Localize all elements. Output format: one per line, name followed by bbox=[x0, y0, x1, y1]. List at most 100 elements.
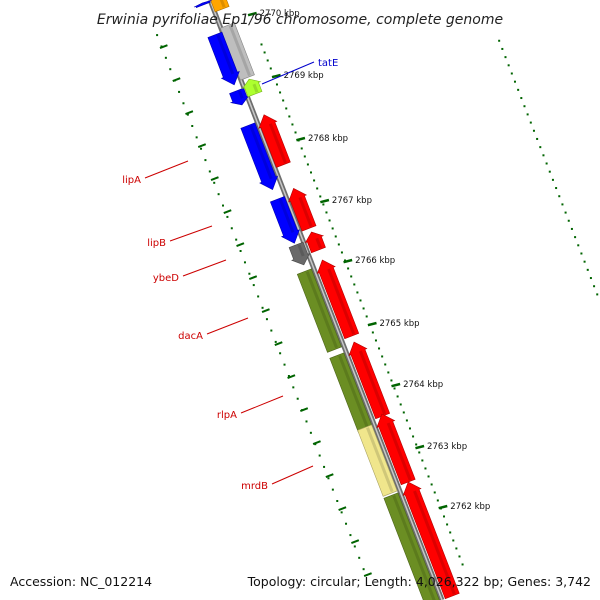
minor-tick-bar bbox=[338, 506, 347, 512]
cds-shade bbox=[358, 350, 387, 415]
inner-tick-dot bbox=[353, 283, 356, 286]
tick-dot bbox=[226, 215, 229, 218]
tick-dot bbox=[539, 146, 542, 149]
inner-tick-dot bbox=[433, 491, 436, 494]
inner-tick-dot bbox=[350, 275, 353, 278]
tick-dot bbox=[526, 113, 529, 116]
cds-arrow bbox=[402, 481, 460, 600]
tick-dots bbox=[156, 34, 599, 578]
tick-2769-kbp: 2769 kbp bbox=[271, 71, 324, 81]
inner-tick-dot bbox=[337, 243, 340, 246]
tick-2768-kbp: 2768 kbp bbox=[296, 134, 348, 144]
tick-2767-kbp: 2767 kbp bbox=[320, 196, 372, 206]
tick-dot bbox=[336, 499, 339, 502]
tick-dot bbox=[164, 56, 167, 59]
cds-shade bbox=[413, 490, 456, 595]
cds-arrow bbox=[210, 0, 230, 13]
tick-dot bbox=[589, 277, 592, 280]
tick-label: 2766 kbp bbox=[355, 256, 395, 266]
tick-label: 2764 kbp bbox=[403, 380, 443, 390]
tick-dot bbox=[542, 154, 545, 157]
gene-label-dacA: dacA bbox=[178, 317, 249, 342]
cds-arrow bbox=[241, 78, 263, 98]
inner-tick-dot bbox=[427, 475, 430, 478]
inner-tick-dot bbox=[300, 147, 303, 150]
inner-tick-dot bbox=[331, 227, 334, 230]
tick-dot bbox=[593, 285, 596, 288]
tick-label: 2762 kbp bbox=[450, 502, 490, 512]
minor-tick-bar bbox=[312, 440, 321, 446]
cds-shade bbox=[216, 34, 235, 75]
tick-dot bbox=[261, 306, 264, 309]
tick-dot bbox=[279, 352, 282, 355]
inner-tick-dot bbox=[328, 219, 331, 222]
leader-line bbox=[182, 259, 227, 277]
tick-dot bbox=[318, 454, 321, 457]
gene-label-ybeD: ybeD bbox=[153, 259, 227, 284]
inner-tick-dot bbox=[306, 163, 309, 166]
inner-tick-dot bbox=[325, 211, 328, 214]
tick-dot bbox=[358, 556, 361, 559]
cds-arrow bbox=[288, 187, 317, 232]
cds-shape bbox=[229, 87, 250, 106]
topology-text: Topology: circular; Length: 4,026,322 bp… bbox=[247, 574, 591, 589]
cds-arrow bbox=[296, 268, 342, 353]
tick-dot bbox=[323, 465, 326, 468]
inner-tick-dot bbox=[393, 387, 396, 390]
cds-arrow bbox=[304, 231, 326, 254]
tick-dot bbox=[270, 329, 273, 332]
inner-tick-dot bbox=[418, 451, 421, 454]
inner-tick-dot bbox=[334, 235, 337, 238]
minor-tick-bar bbox=[172, 77, 181, 83]
inner-tick-dot bbox=[381, 355, 384, 358]
cds-arrow bbox=[288, 241, 311, 266]
major-tick-bar bbox=[367, 321, 377, 327]
major-tick-bar bbox=[391, 382, 401, 388]
cds-arrow bbox=[207, 31, 240, 86]
inner-tick-dot bbox=[365, 315, 368, 318]
inner-tick-dot bbox=[322, 203, 325, 206]
inner-tick-dot bbox=[452, 539, 455, 542]
gene-label-rlpA: rlpA bbox=[217, 395, 284, 421]
inner-tick-dot bbox=[316, 187, 319, 190]
cds-shape bbox=[210, 0, 230, 13]
tick-label: 2765 kbp bbox=[379, 319, 419, 329]
tick-dot bbox=[501, 47, 504, 50]
tick-dot bbox=[182, 102, 185, 105]
cds-shade bbox=[219, 0, 226, 8]
inner-tick-dot bbox=[421, 459, 424, 462]
major-tick-bar bbox=[247, 11, 257, 17]
tick-dot bbox=[230, 227, 233, 230]
tick-dot bbox=[239, 249, 242, 252]
tick-dot bbox=[353, 545, 356, 548]
tick-dot bbox=[577, 244, 580, 247]
inner-tick-dot bbox=[291, 123, 294, 126]
tick-dot bbox=[305, 420, 308, 423]
tick-dot bbox=[178, 90, 181, 93]
inner-tick-dot bbox=[285, 107, 288, 110]
backbone bbox=[207, 0, 445, 600]
tick-dot bbox=[186, 113, 189, 116]
inner-tick-dot bbox=[390, 379, 393, 382]
cds-arrow bbox=[240, 122, 279, 191]
inner-tick-dot bbox=[405, 419, 408, 422]
gene-label-lipA: lipA bbox=[122, 160, 189, 186]
tick-dot bbox=[517, 88, 520, 91]
leader-line bbox=[169, 225, 213, 242]
inner-tick-dot bbox=[288, 115, 291, 118]
inner-tick-dot bbox=[458, 555, 461, 558]
tick-2762-kbp: 2762 kbp bbox=[438, 502, 490, 512]
tick-dot bbox=[213, 181, 216, 184]
tick-dot bbox=[309, 431, 312, 434]
tick-marks: 2770 kbp 2769 kbp 2768 kbp 2767 kbp 2766 kbp… bbox=[247, 9, 490, 512]
cds-shade bbox=[315, 237, 322, 249]
cds-shape bbox=[288, 241, 311, 266]
major-tick-bar bbox=[415, 444, 425, 450]
tick-dot bbox=[561, 203, 564, 206]
cds-shade bbox=[327, 268, 356, 335]
gene-label-mrdB: mrdB bbox=[241, 465, 314, 492]
major-tick-bar bbox=[296, 136, 306, 142]
tick-label: 2767 kbp bbox=[332, 196, 372, 206]
leader-line bbox=[206, 317, 249, 335]
tick-dot bbox=[555, 187, 558, 190]
